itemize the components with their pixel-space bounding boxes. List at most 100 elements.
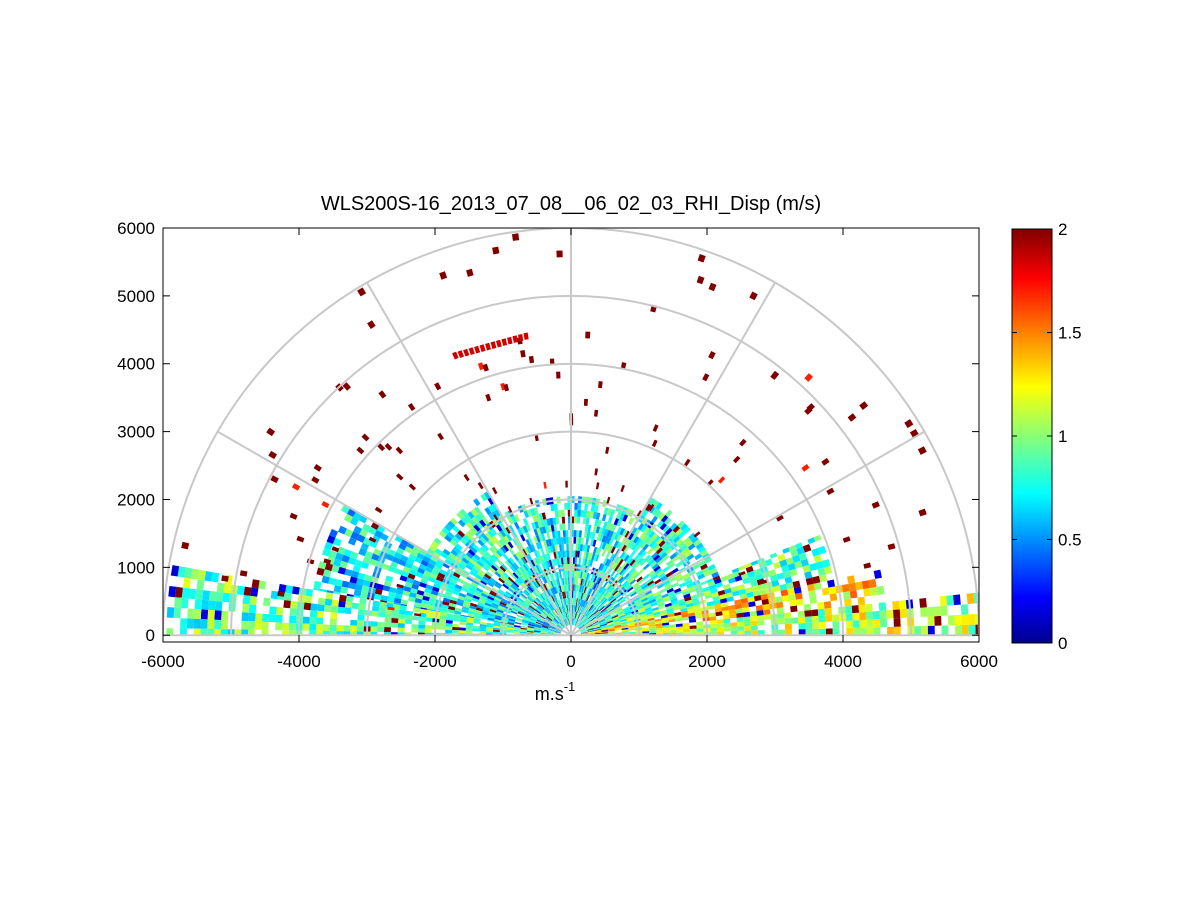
data-cell xyxy=(484,573,492,580)
data-cell xyxy=(947,615,956,626)
data-cell xyxy=(484,507,492,515)
data-cell xyxy=(553,503,558,511)
data-cell xyxy=(804,616,813,623)
data-cell xyxy=(556,600,560,607)
data-cell xyxy=(933,606,942,617)
data-cell xyxy=(578,623,584,629)
data-cell xyxy=(462,603,470,608)
data-cell xyxy=(711,571,720,578)
data-cell xyxy=(316,610,324,618)
data-cell xyxy=(808,590,817,598)
data-cell xyxy=(357,609,366,616)
data-cell xyxy=(410,549,419,557)
data-cell xyxy=(537,617,545,622)
data-cell xyxy=(637,578,645,585)
data-cell xyxy=(557,578,561,586)
data-cell xyxy=(434,562,443,569)
data-cell xyxy=(598,595,604,602)
data-cell xyxy=(559,622,564,628)
data-cell xyxy=(608,545,614,553)
data-cell xyxy=(555,517,560,525)
data-cell xyxy=(458,592,467,598)
data-cell xyxy=(520,350,526,358)
data-cell xyxy=(607,627,615,630)
data-cell xyxy=(550,612,556,618)
grid-spoke xyxy=(217,430,572,637)
data-cell xyxy=(717,627,724,632)
data-cell xyxy=(540,613,547,618)
data-cell xyxy=(416,589,425,596)
data-cell xyxy=(593,609,599,615)
data-cell xyxy=(621,627,629,630)
data-cell xyxy=(461,609,469,614)
data-cell xyxy=(662,624,670,628)
data-cell xyxy=(356,578,365,586)
data-cell xyxy=(587,524,592,532)
data-cell xyxy=(580,628,587,632)
data-cell xyxy=(626,575,634,582)
data-cell xyxy=(586,531,591,539)
data-cell xyxy=(558,592,562,600)
data-cell xyxy=(551,587,556,595)
data-cell xyxy=(847,413,857,422)
data-cell xyxy=(544,583,549,590)
data-cell xyxy=(483,562,491,569)
data-cell xyxy=(549,588,553,596)
data-cell xyxy=(648,596,656,602)
data-cell xyxy=(716,623,724,628)
data-cell xyxy=(601,632,609,634)
data-cell xyxy=(507,587,515,594)
data-cell xyxy=(665,605,673,610)
data-cell xyxy=(359,598,367,605)
data-cell xyxy=(202,590,210,601)
data-cell xyxy=(380,533,389,542)
data-cell xyxy=(567,618,569,626)
data-cell xyxy=(809,596,818,604)
data-cell xyxy=(613,572,620,580)
data-cell xyxy=(584,609,589,616)
data-cell xyxy=(634,598,641,604)
data-cell xyxy=(674,614,682,619)
data-cell xyxy=(539,586,545,593)
data-cell xyxy=(454,584,463,590)
data-cell xyxy=(788,545,797,552)
data-cell xyxy=(821,587,830,596)
data-cell xyxy=(507,517,514,525)
data-cell xyxy=(540,612,547,618)
data-cell xyxy=(323,569,332,578)
data-cell xyxy=(484,602,492,607)
data-cell xyxy=(560,557,564,565)
data-cell xyxy=(601,630,609,632)
data-cell xyxy=(537,605,544,611)
data-cell xyxy=(394,551,403,560)
data-cell xyxy=(656,599,664,605)
data-cell xyxy=(572,611,574,619)
data-cell xyxy=(580,630,588,633)
data-cell xyxy=(899,600,907,610)
data-cell xyxy=(568,584,570,592)
data-cell xyxy=(255,613,263,622)
data-cell xyxy=(478,597,487,603)
data-cell xyxy=(432,565,441,573)
data-cell xyxy=(408,483,416,491)
data-cell xyxy=(194,599,203,610)
data-cell xyxy=(590,606,596,613)
data-cell xyxy=(400,538,410,547)
data-cell xyxy=(594,628,602,631)
data-cell xyxy=(582,617,588,623)
data-cell xyxy=(484,491,492,500)
data-cell xyxy=(607,568,613,575)
data-cell xyxy=(574,591,577,599)
data-cell xyxy=(566,591,569,599)
data-cell xyxy=(548,626,556,630)
data-cell xyxy=(832,628,840,636)
data-cell xyxy=(730,630,738,636)
data-cell xyxy=(485,393,492,402)
data-cell xyxy=(655,623,663,627)
data-cell xyxy=(785,629,792,636)
data-cell xyxy=(618,613,625,617)
data-cell xyxy=(690,594,699,600)
data-cell xyxy=(413,607,421,613)
data-cell xyxy=(723,618,731,624)
data-cell xyxy=(572,618,575,626)
